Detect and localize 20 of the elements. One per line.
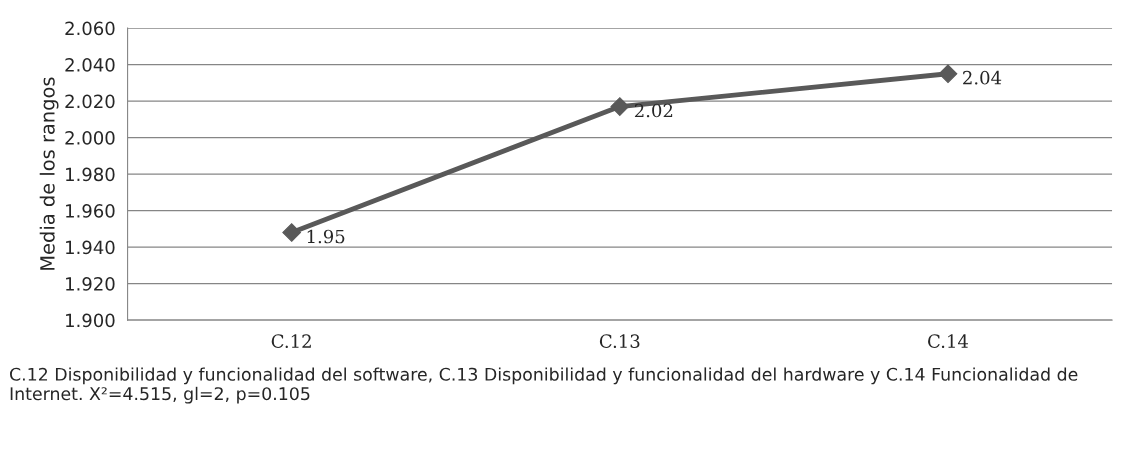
x-tick-label: C.12 [271, 334, 311, 348]
y-tick-label: 1.900 [66, 313, 115, 328]
y-tick-label: 1.980 [66, 167, 115, 182]
x-tick-label: C.13 [599, 334, 640, 348]
x-tick-label: C.14 [928, 334, 969, 348]
y-tick-label: 2.000 [65, 131, 115, 145]
data-label: 1.95 [307, 229, 345, 244]
point [282, 223, 302, 242]
point [938, 64, 958, 84]
y-tick-label: 1.940 [66, 240, 115, 255]
text: C.12 Disponibilidad y funcionalidad del software, C.13 Disponibilidad y funcionalidad del hardware y C.14 Funcionalidad de Internet. X²=4.515, gl=2, p=0.105 [10, 367, 1078, 404]
y-tick-label: 2.040 [65, 58, 115, 72]
y-tick-label: 1.920 [66, 277, 115, 291]
data-label: 2.04 [963, 70, 1002, 85]
point [610, 97, 630, 116]
y-tick-label: 2.060 [65, 21, 115, 36]
y-tick-label: 1.960 [66, 204, 115, 218]
y-tick-label: 2.020 [65, 94, 115, 109]
data-label: 2.02 [634, 103, 673, 118]
y-axis-title: Media de los rangos [39, 77, 59, 270]
